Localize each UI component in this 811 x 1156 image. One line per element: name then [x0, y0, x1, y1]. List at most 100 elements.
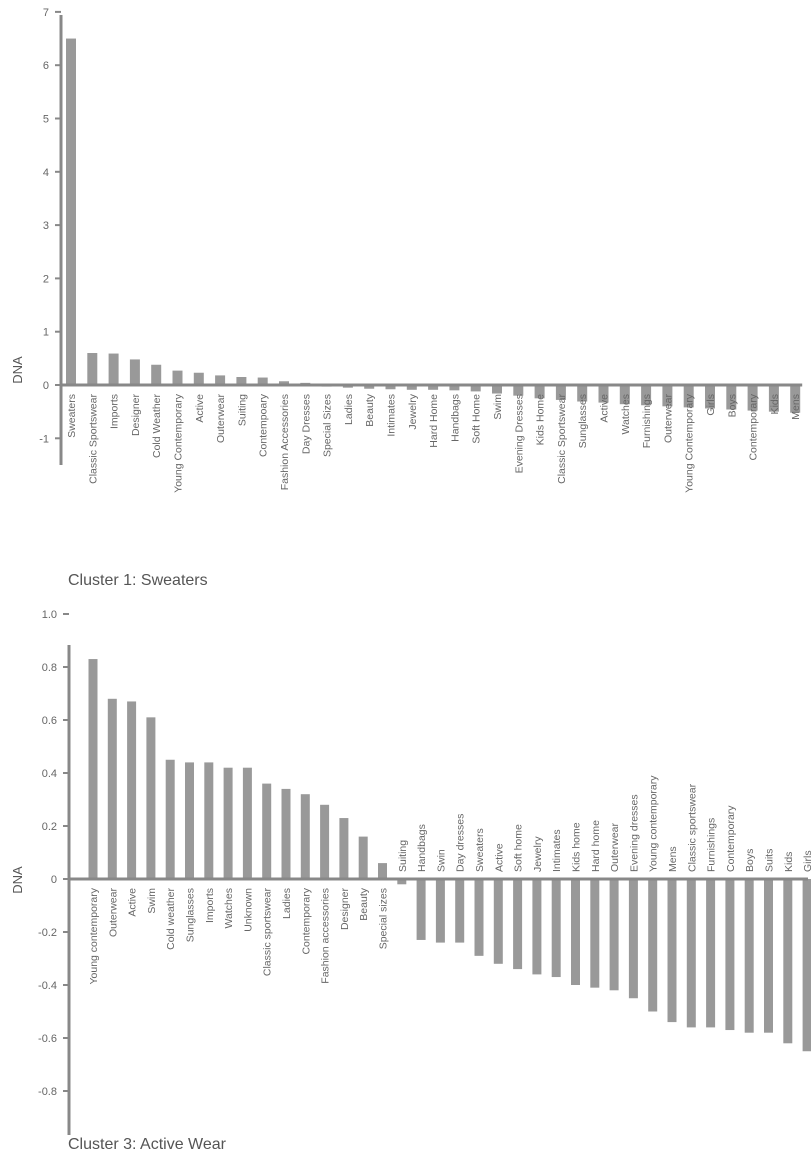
bar — [281, 788, 291, 879]
category-label: Special sizes — [378, 888, 390, 949]
y-tick-label: -0.4 — [38, 980, 57, 992]
y-tick-label: -0.6 — [38, 1033, 57, 1045]
bar — [449, 385, 460, 391]
y-tick-label: 0.8 — [42, 662, 57, 674]
category-label: Contemporary — [748, 393, 760, 460]
category-label: Outerwear — [107, 888, 119, 938]
bar — [683, 385, 694, 408]
category-label: Classic sportswear — [262, 887, 274, 976]
bar — [577, 385, 588, 402]
category-label: Beauty — [358, 887, 370, 920]
y-tick-label: 0 — [43, 380, 49, 392]
category-label: Beauty — [364, 393, 376, 426]
bar — [88, 659, 98, 879]
category-label: Soft Home — [471, 394, 483, 444]
category-label: Kids home — [571, 822, 583, 872]
bar — [648, 879, 658, 1012]
bar — [66, 38, 76, 386]
bar — [108, 353, 119, 385]
bar — [783, 879, 793, 1044]
category-label: Unknown — [242, 888, 254, 932]
bar — [428, 385, 439, 390]
bar — [628, 879, 638, 999]
bar — [397, 879, 407, 885]
bar — [470, 385, 481, 392]
y-axis-label: DNA — [10, 356, 25, 384]
y-tick-label: -0.2 — [38, 927, 57, 939]
category-label: Fashion Accessories — [279, 394, 291, 490]
y-tick-label: 0 — [51, 874, 57, 886]
bar — [609, 879, 619, 991]
category-label: Classic Sportswear — [556, 394, 568, 484]
bar — [492, 385, 502, 394]
bar — [204, 762, 214, 879]
category-label: Handbags — [449, 394, 461, 442]
category-label: Designer — [339, 888, 351, 931]
bar — [300, 794, 310, 879]
category-label: Young Contemporary — [684, 393, 696, 493]
category-label: Active — [127, 888, 139, 917]
bar — [726, 385, 737, 410]
bar — [641, 385, 652, 406]
chart-title: Cluster 1: Sweaters — [68, 572, 208, 589]
y-axis-label: DNA — [10, 866, 25, 894]
category-label: Outerwear — [662, 394, 674, 444]
category-label: Handbags — [416, 824, 428, 872]
category-label: Kids — [769, 394, 781, 414]
y-tick-label: 5 — [43, 114, 49, 126]
bar — [513, 385, 524, 396]
bar — [129, 359, 140, 385]
category-label: Jewelry — [407, 393, 419, 429]
category-label: Active — [194, 394, 206, 423]
category-label: Young Contemporary — [173, 393, 185, 493]
category-label: Intimates — [386, 394, 398, 437]
bar — [455, 879, 465, 943]
category-label: Swin — [435, 849, 447, 872]
bar — [358, 836, 368, 879]
bar — [662, 385, 673, 407]
bar — [339, 818, 349, 879]
category-label: Boys — [744, 849, 756, 872]
bar — [725, 879, 735, 1031]
bar — [705, 385, 715, 409]
category-label: Cold weather — [165, 888, 177, 950]
bar — [534, 385, 545, 399]
category-label: Hard home — [590, 820, 602, 872]
category-label: Sweaters — [66, 394, 78, 438]
y-tick-label: -1 — [39, 433, 49, 445]
category-label: Day Dresses — [300, 394, 312, 454]
category-label: Contemporary — [300, 887, 312, 954]
bar — [193, 372, 204, 385]
category-label: Intimates — [551, 829, 563, 872]
category-label: Contemporary — [725, 805, 737, 872]
category-label: Ladies — [281, 888, 293, 919]
category-label: Girls — [705, 394, 717, 416]
category-label: Sunglasses — [577, 394, 589, 448]
y-tick-label: 3 — [43, 220, 49, 232]
category-label: Swim — [146, 888, 158, 914]
category-label: Classic Sportswear — [87, 394, 99, 484]
bar — [378, 863, 387, 879]
category-label: Furnishings — [706, 818, 718, 872]
bar — [364, 385, 375, 389]
y-tick-label: 1.0 — [42, 609, 57, 621]
bar — [555, 385, 566, 400]
category-label: Suits — [764, 849, 776, 872]
bar — [151, 364, 162, 385]
bar — [551, 879, 561, 978]
bar — [790, 385, 801, 413]
category-label: Watches — [620, 394, 632, 434]
y-tick-label: 7 — [43, 7, 49, 19]
category-label: Girls — [802, 850, 811, 872]
y-tick-label: 6 — [43, 60, 49, 72]
category-label: Active — [599, 394, 611, 423]
bar — [242, 767, 252, 879]
category-label: Boys — [726, 394, 738, 417]
category-label: Soft home — [513, 824, 525, 872]
category-label: Imports — [204, 888, 216, 923]
y-tick-label: 4 — [43, 167, 49, 179]
y-tick-label: 0.6 — [42, 715, 57, 727]
bar — [571, 879, 580, 985]
bar — [435, 879, 445, 943]
category-label: Ladies — [343, 394, 355, 425]
